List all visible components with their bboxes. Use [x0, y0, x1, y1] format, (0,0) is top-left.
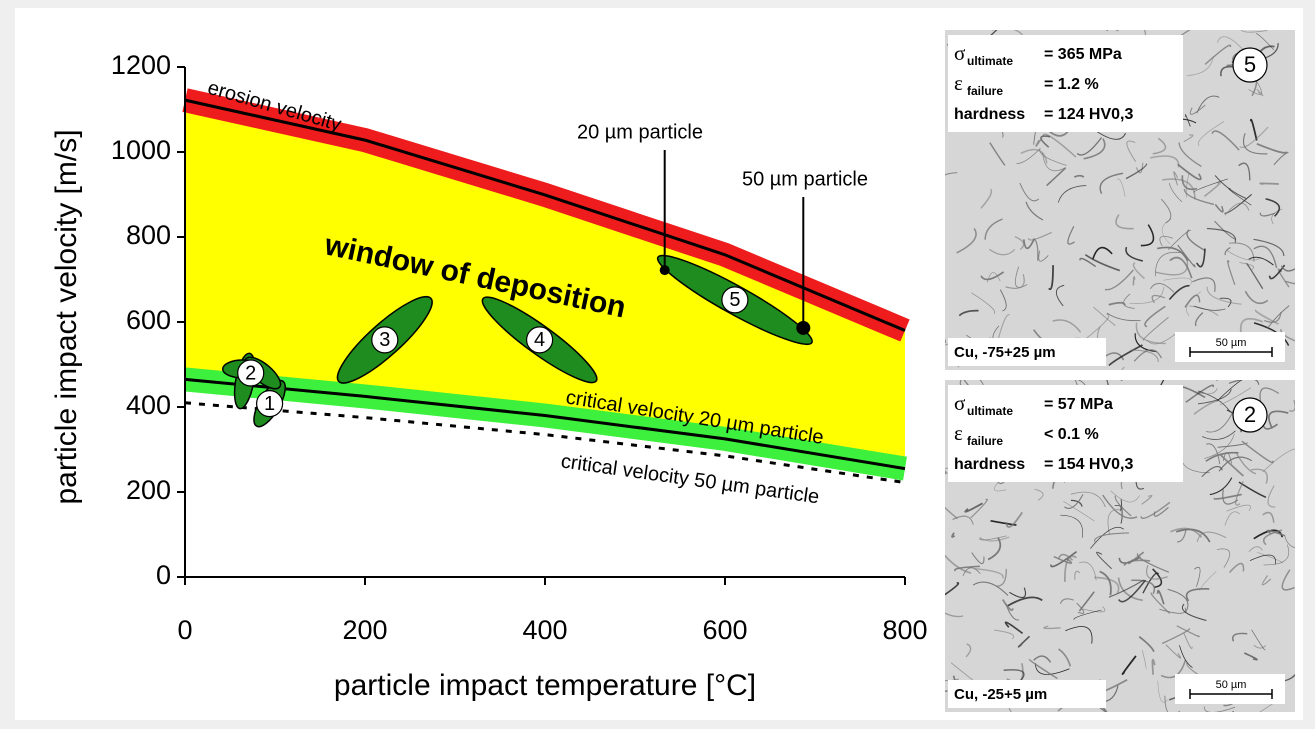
y-tick-label: 800: [126, 220, 171, 250]
panel-caption: Cu, -25+5 µm: [954, 686, 1047, 703]
property-value: = 57 MPa: [1044, 396, 1113, 413]
region-label: 3: [379, 329, 390, 351]
property-symbol: σ: [954, 391, 965, 415]
region-label: 4: [534, 329, 545, 351]
y-axis-title: particle impact velocity [m/s]: [50, 129, 83, 504]
panel-number: 2: [1244, 402, 1256, 427]
x-tick-label: 400: [522, 615, 567, 645]
property-label: hardness: [954, 106, 1025, 123]
y-tick-label: 400: [126, 390, 171, 420]
property-subscript: failure: [967, 434, 1003, 448]
x-axis-title: particle impact temperature [°C]: [334, 669, 756, 702]
property-subscript: ultimate: [967, 54, 1013, 68]
x-tick-label: 0: [177, 615, 192, 645]
particle-label: 50 µm particle: [742, 168, 868, 190]
property-value: < 0.1 %: [1044, 426, 1099, 443]
property-symbol: ε: [954, 421, 963, 445]
figure: erosion velocitycritical velocity 20 µm …: [0, 0, 1315, 729]
panel-caption: Cu, -75+25 µm: [954, 344, 1056, 361]
property-subscript: ultimate: [967, 404, 1013, 418]
y-tick-label: 1200: [111, 50, 171, 80]
y-tick-label: 200: [126, 475, 171, 505]
scale-label: 50 µm: [1216, 337, 1247, 349]
x-tick-label: 600: [702, 615, 747, 645]
particle-label: 20 µm particle: [577, 121, 703, 143]
grain-boundary: [1260, 183, 1278, 184]
property-value: = 124 HV0,3: [1044, 106, 1134, 123]
micrographs: σultimate= 365 MPaεfailure= 1.2 %hardnes…: [929, 10, 1315, 729]
panel-number: 5: [1244, 52, 1256, 77]
scale-label: 50 µm: [1216, 679, 1247, 691]
y-tick-label: 600: [126, 305, 171, 335]
property-label: hardness: [954, 456, 1025, 473]
y-tick-label: 0: [156, 560, 171, 590]
property-value: = 365 MPa: [1044, 46, 1122, 63]
particle-point: [660, 265, 670, 275]
region-label: 5: [729, 289, 740, 311]
property-subscript: failure: [967, 84, 1003, 98]
region-label: 1: [264, 393, 275, 415]
x-tick-label: 800: [882, 615, 927, 645]
property-value: = 154 HV0,3: [1044, 456, 1134, 473]
y-tick-label: 1000: [111, 135, 171, 165]
region-label: 2: [245, 362, 256, 384]
property-value: = 1.2 %: [1044, 76, 1099, 93]
x-tick-label: 200: [342, 615, 387, 645]
property-symbol: σ: [954, 41, 965, 65]
particle-point: [796, 321, 810, 335]
property-symbol: ε: [954, 71, 963, 95]
